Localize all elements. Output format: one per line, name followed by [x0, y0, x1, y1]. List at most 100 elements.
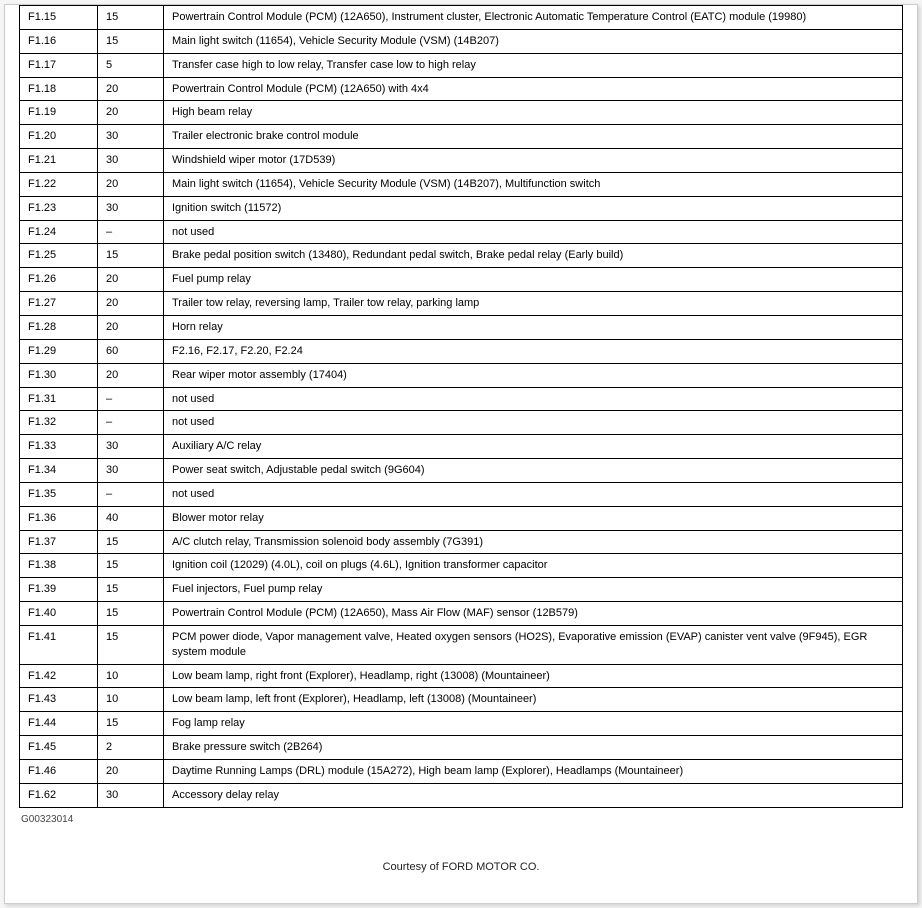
cell-rating: 15 — [98, 578, 164, 602]
cell-fuse_id: F1.19 — [20, 101, 98, 125]
cell-rating: 10 — [98, 664, 164, 688]
table-row: F1.2720Trailer tow relay, reversing lamp… — [20, 292, 903, 316]
cell-fuse_id: F1.17 — [20, 53, 98, 77]
table-row: F1.1515Powertrain Control Module (PCM) (… — [20, 6, 903, 30]
cell-description: Daytime Running Lamps (DRL) module (15A2… — [164, 760, 903, 784]
cell-description: F2.16, F2.17, F2.20, F2.24 — [164, 339, 903, 363]
cell-rating: – — [98, 220, 164, 244]
cell-fuse_id: F1.26 — [20, 268, 98, 292]
table-row: F1.1615Main light switch (11654), Vehicl… — [20, 29, 903, 53]
cell-fuse_id: F1.45 — [20, 736, 98, 760]
cell-fuse_id: F1.30 — [20, 363, 98, 387]
cell-fuse_id: F1.46 — [20, 760, 98, 784]
table-row: F1.32–not used — [20, 411, 903, 435]
cell-description: Ignition switch (11572) — [164, 196, 903, 220]
cell-rating: 15 — [98, 6, 164, 30]
cell-description: Rear wiper motor assembly (17404) — [164, 363, 903, 387]
cell-rating: 15 — [98, 602, 164, 626]
cell-description: Low beam lamp, left front (Explorer), He… — [164, 688, 903, 712]
cell-description: PCM power diode, Vapor management valve,… — [164, 625, 903, 664]
table-row: F1.2960F2.16, F2.17, F2.20, F2.24 — [20, 339, 903, 363]
cell-description: not used — [164, 482, 903, 506]
cell-fuse_id: F1.32 — [20, 411, 98, 435]
cell-rating: 20 — [98, 268, 164, 292]
cell-description: not used — [164, 220, 903, 244]
cell-rating: 15 — [98, 244, 164, 268]
cell-description: Blower motor relay — [164, 506, 903, 530]
table-row: F1.1820Powertrain Control Module (PCM) (… — [20, 77, 903, 101]
courtesy-line: Courtesy of FORD MOTOR CO. — [19, 861, 903, 873]
cell-rating: 60 — [98, 339, 164, 363]
cell-rating: 15 — [98, 625, 164, 664]
cell-description: Fuel injectors, Fuel pump relay — [164, 578, 903, 602]
table-row: F1.31–not used — [20, 387, 903, 411]
table-row: F1.452Brake pressure switch (2B264) — [20, 736, 903, 760]
table-row: F1.24–not used — [20, 220, 903, 244]
table-row: F1.35–not used — [20, 482, 903, 506]
cell-description: Fuel pump relay — [164, 268, 903, 292]
cell-fuse_id: F1.25 — [20, 244, 98, 268]
cell-description: A/C clutch relay, Transmission solenoid … — [164, 530, 903, 554]
cell-fuse_id: F1.44 — [20, 712, 98, 736]
table-row: F1.1920High beam relay — [20, 101, 903, 125]
cell-description: Main light switch (11654), Vehicle Secur… — [164, 29, 903, 53]
cell-rating: 40 — [98, 506, 164, 530]
document-id: G00323014 — [21, 814, 903, 825]
cell-description: Low beam lamp, right front (Explorer), H… — [164, 664, 903, 688]
table-row: F1.4210Low beam lamp, right front (Explo… — [20, 664, 903, 688]
table-row: F1.4115PCM power diode, Vapor management… — [20, 625, 903, 664]
cell-fuse_id: F1.15 — [20, 6, 98, 30]
cell-rating: 30 — [98, 149, 164, 173]
cell-fuse_id: F1.29 — [20, 339, 98, 363]
cell-rating: 20 — [98, 77, 164, 101]
cell-rating: 2 — [98, 736, 164, 760]
cell-description: Powertrain Control Module (PCM) (12A650)… — [164, 6, 903, 30]
cell-fuse_id: F1.28 — [20, 315, 98, 339]
cell-fuse_id: F1.18 — [20, 77, 98, 101]
cell-description: Auxiliary A/C relay — [164, 435, 903, 459]
cell-rating: 15 — [98, 712, 164, 736]
table-row: F1.3915Fuel injectors, Fuel pump relay — [20, 578, 903, 602]
cell-description: High beam relay — [164, 101, 903, 125]
table-row: F1.3020Rear wiper motor assembly (17404) — [20, 363, 903, 387]
cell-description: Brake pedal position switch (13480), Red… — [164, 244, 903, 268]
cell-description: not used — [164, 411, 903, 435]
table-row: F1.3640Blower motor relay — [20, 506, 903, 530]
cell-fuse_id: F1.23 — [20, 196, 98, 220]
cell-rating: 20 — [98, 363, 164, 387]
cell-description: Powertrain Control Module (PCM) (12A650)… — [164, 602, 903, 626]
table-row: F1.3815Ignition coil (12029) (4.0L), coi… — [20, 554, 903, 578]
table-row: F1.2330Ignition switch (11572) — [20, 196, 903, 220]
table-row: F1.3330Auxiliary A/C relay — [20, 435, 903, 459]
cell-rating: 30 — [98, 459, 164, 483]
cell-fuse_id: F1.34 — [20, 459, 98, 483]
table-row: F1.2220Main light switch (11654), Vehicl… — [20, 172, 903, 196]
cell-rating: 30 — [98, 196, 164, 220]
table-row: F1.2515Brake pedal position switch (1348… — [20, 244, 903, 268]
cell-description: Horn relay — [164, 315, 903, 339]
table-row: F1.3715A/C clutch relay, Transmission so… — [20, 530, 903, 554]
cell-rating: 5 — [98, 53, 164, 77]
cell-fuse_id: F1.38 — [20, 554, 98, 578]
cell-description: not used — [164, 387, 903, 411]
table-row: F1.4620Daytime Running Lamps (DRL) modul… — [20, 760, 903, 784]
table-row: F1.4415Fog lamp relay — [20, 712, 903, 736]
document-page: F1.1515Powertrain Control Module (PCM) (… — [4, 4, 918, 904]
cell-fuse_id: F1.27 — [20, 292, 98, 316]
cell-fuse_id: F1.31 — [20, 387, 98, 411]
cell-fuse_id: F1.37 — [20, 530, 98, 554]
cell-fuse_id: F1.41 — [20, 625, 98, 664]
cell-rating: – — [98, 482, 164, 506]
cell-rating: 20 — [98, 172, 164, 196]
cell-rating: 20 — [98, 101, 164, 125]
cell-description: Trailer electronic brake control module — [164, 125, 903, 149]
cell-description: Fog lamp relay — [164, 712, 903, 736]
table-row: F1.3430Power seat switch, Adjustable ped… — [20, 459, 903, 483]
cell-description: Brake pressure switch (2B264) — [164, 736, 903, 760]
table-row: F1.175Transfer case high to low relay, T… — [20, 53, 903, 77]
table-row: F1.2030Trailer electronic brake control … — [20, 125, 903, 149]
cell-description: Ignition coil (12029) (4.0L), coil on pl… — [164, 554, 903, 578]
cell-rating: 10 — [98, 688, 164, 712]
table-row: F1.6230Accessory delay relay — [20, 783, 903, 807]
cell-fuse_id: F1.35 — [20, 482, 98, 506]
